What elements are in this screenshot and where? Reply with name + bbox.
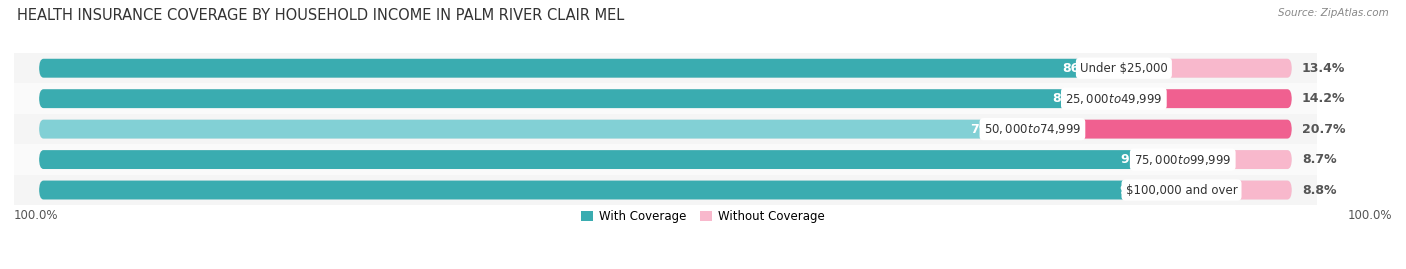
Legend: With Coverage, Without Coverage: With Coverage, Without Coverage bbox=[576, 206, 830, 228]
Text: 20.7%: 20.7% bbox=[1302, 123, 1346, 136]
Text: 91.2%: 91.2% bbox=[1119, 183, 1163, 197]
Text: 100.0%: 100.0% bbox=[14, 209, 59, 222]
Text: 14.2%: 14.2% bbox=[1302, 92, 1346, 105]
Text: 85.8%: 85.8% bbox=[1052, 92, 1095, 105]
FancyBboxPatch shape bbox=[39, 180, 1292, 200]
FancyBboxPatch shape bbox=[1114, 89, 1292, 108]
FancyBboxPatch shape bbox=[39, 120, 1032, 139]
Text: 13.4%: 13.4% bbox=[1302, 62, 1346, 75]
Text: 8.8%: 8.8% bbox=[1302, 183, 1336, 197]
Text: HEALTH INSURANCE COVERAGE BY HOUSEHOLD INCOME IN PALM RIVER CLAIR MEL: HEALTH INSURANCE COVERAGE BY HOUSEHOLD I… bbox=[17, 8, 624, 23]
FancyBboxPatch shape bbox=[1123, 59, 1292, 78]
Text: 91.3%: 91.3% bbox=[1121, 153, 1164, 166]
FancyBboxPatch shape bbox=[39, 59, 1123, 78]
FancyBboxPatch shape bbox=[1182, 150, 1292, 169]
Text: $100,000 and over: $100,000 and over bbox=[1126, 183, 1237, 197]
Text: 86.6%: 86.6% bbox=[1062, 62, 1105, 75]
FancyBboxPatch shape bbox=[14, 114, 1317, 144]
Text: $25,000 to $49,999: $25,000 to $49,999 bbox=[1066, 92, 1163, 106]
Text: Under $25,000: Under $25,000 bbox=[1080, 62, 1168, 75]
FancyBboxPatch shape bbox=[39, 180, 1181, 200]
Text: $75,000 to $99,999: $75,000 to $99,999 bbox=[1135, 153, 1232, 167]
FancyBboxPatch shape bbox=[39, 59, 1292, 78]
FancyBboxPatch shape bbox=[14, 144, 1317, 175]
Text: Source: ZipAtlas.com: Source: ZipAtlas.com bbox=[1278, 8, 1389, 18]
Text: 100.0%: 100.0% bbox=[1347, 209, 1392, 222]
FancyBboxPatch shape bbox=[1032, 120, 1292, 139]
FancyBboxPatch shape bbox=[39, 150, 1182, 169]
FancyBboxPatch shape bbox=[14, 53, 1317, 83]
Text: 8.7%: 8.7% bbox=[1302, 153, 1336, 166]
Text: 79.3%: 79.3% bbox=[970, 123, 1014, 136]
FancyBboxPatch shape bbox=[14, 83, 1317, 114]
FancyBboxPatch shape bbox=[39, 150, 1292, 169]
Text: $50,000 to $74,999: $50,000 to $74,999 bbox=[984, 122, 1081, 136]
FancyBboxPatch shape bbox=[14, 175, 1317, 205]
FancyBboxPatch shape bbox=[39, 120, 1292, 139]
FancyBboxPatch shape bbox=[39, 89, 1292, 108]
FancyBboxPatch shape bbox=[1181, 180, 1292, 200]
FancyBboxPatch shape bbox=[39, 89, 1114, 108]
